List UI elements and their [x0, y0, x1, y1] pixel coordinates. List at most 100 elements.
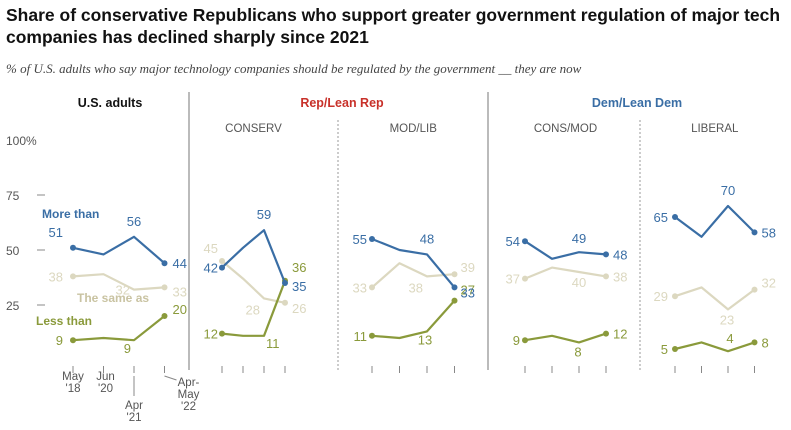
data-label: 56: [127, 214, 141, 229]
data-point: [672, 346, 678, 352]
data-point: [451, 271, 458, 278]
data-label: 28: [246, 302, 260, 317]
data-point: [369, 284, 375, 291]
data-point: [369, 236, 375, 242]
data-label: 12: [204, 327, 218, 342]
x-leader-line: [164, 375, 177, 381]
series-line: [221, 260, 286, 304]
data-label: 33: [353, 280, 367, 295]
data-label: 23: [720, 312, 734, 327]
data-label: 38: [613, 269, 627, 284]
y-tick-label: 25: [6, 299, 20, 313]
data-label: 44: [173, 256, 187, 271]
group-header-dem: Dem/Lean Dem: [592, 96, 682, 110]
panel-label: LIBERAL: [691, 123, 739, 135]
data-label: 59: [257, 207, 271, 222]
data-point: [70, 273, 76, 280]
panel-label: MOD/LIB: [390, 123, 438, 135]
series-line: [221, 229, 287, 284]
data-point: [451, 297, 458, 304]
series-line: [371, 299, 456, 340]
data-label: 54: [506, 234, 520, 249]
group-header-rep: Rep/Lean Rep: [300, 96, 384, 110]
data-label: 55: [353, 232, 367, 247]
data-label: 42: [204, 261, 218, 276]
data-label: 11: [354, 329, 368, 344]
data-point: [751, 229, 758, 236]
series-line: [524, 240, 607, 260]
data-label: 9: [513, 333, 520, 348]
data-point: [603, 251, 609, 258]
data-label: 4: [726, 331, 733, 346]
data-point: [70, 244, 76, 251]
x-tick-label: May: [62, 371, 84, 383]
data-label: 38: [409, 280, 423, 295]
data-label: 48: [613, 247, 627, 262]
data-label: 33: [173, 284, 187, 299]
y-tick-label: 75: [6, 189, 20, 203]
x-tick-label: Apr-: [178, 377, 200, 389]
data-point: [161, 284, 168, 291]
y-tick-label: 100%: [6, 134, 37, 148]
data-label: 36: [292, 260, 306, 275]
data-point: [369, 332, 375, 339]
data-label: 39: [461, 260, 475, 275]
data-label: 58: [762, 225, 776, 240]
series-line: [674, 341, 755, 353]
series-line: [72, 315, 166, 342]
data-label: 5: [661, 342, 668, 357]
data-point: [219, 330, 225, 337]
data-label: 40: [572, 275, 586, 290]
data-point: [751, 339, 758, 346]
series-line: [674, 204, 756, 238]
data-point: [522, 275, 528, 282]
series-line: [371, 237, 456, 289]
data-label: 26: [292, 301, 306, 316]
chart-title: Share of conservative Republicans who su…: [6, 5, 781, 47]
x-tick-label: '21: [127, 412, 142, 424]
data-label: 32: [116, 283, 130, 298]
legend-same-as: The same as: [77, 291, 149, 305]
data-point: [672, 214, 678, 220]
data-label: 29: [654, 289, 668, 304]
data-label: 45: [204, 241, 218, 256]
legend-more-than: More than: [42, 207, 99, 221]
data-point: [451, 284, 458, 291]
series-line: [221, 280, 287, 337]
x-tick-label: Apr: [125, 400, 143, 412]
data-point: [161, 260, 168, 267]
data-label: 48: [420, 231, 434, 246]
series-line: [674, 286, 756, 311]
data-point: [219, 258, 225, 264]
x-tick-label: Jun: [96, 371, 115, 383]
data-label: 9: [56, 333, 63, 348]
data-label: 32: [762, 276, 776, 291]
data-point: [603, 330, 609, 337]
x-tick-label: '22: [181, 401, 196, 413]
data-point: [522, 337, 528, 344]
data-point: [161, 313, 168, 319]
x-tick-label: '18: [66, 383, 81, 395]
data-label: 49: [572, 231, 586, 246]
data-label: 27: [461, 283, 475, 298]
panel-label: CONSERV: [225, 123, 282, 135]
data-label: 38: [49, 269, 63, 284]
data-label: 65: [654, 210, 668, 225]
data-point: [70, 337, 76, 344]
x-tick-label: May: [178, 389, 200, 401]
series-line: [524, 266, 607, 280]
data-label: 8: [574, 344, 581, 359]
data-label: 51: [49, 225, 63, 240]
panel-label: CONS/MOD: [534, 123, 597, 135]
data-point: [603, 273, 609, 280]
data-point: [282, 299, 288, 306]
series-line: [524, 332, 607, 344]
data-point: [219, 264, 225, 271]
data-label: 33: [461, 285, 475, 300]
data-point: [672, 293, 678, 300]
series-line: [72, 235, 166, 265]
data-label: 8: [762, 335, 769, 350]
data-point: [751, 286, 758, 293]
chart-subtitle: % of U.S. adults who say major technolog…: [6, 61, 582, 76]
